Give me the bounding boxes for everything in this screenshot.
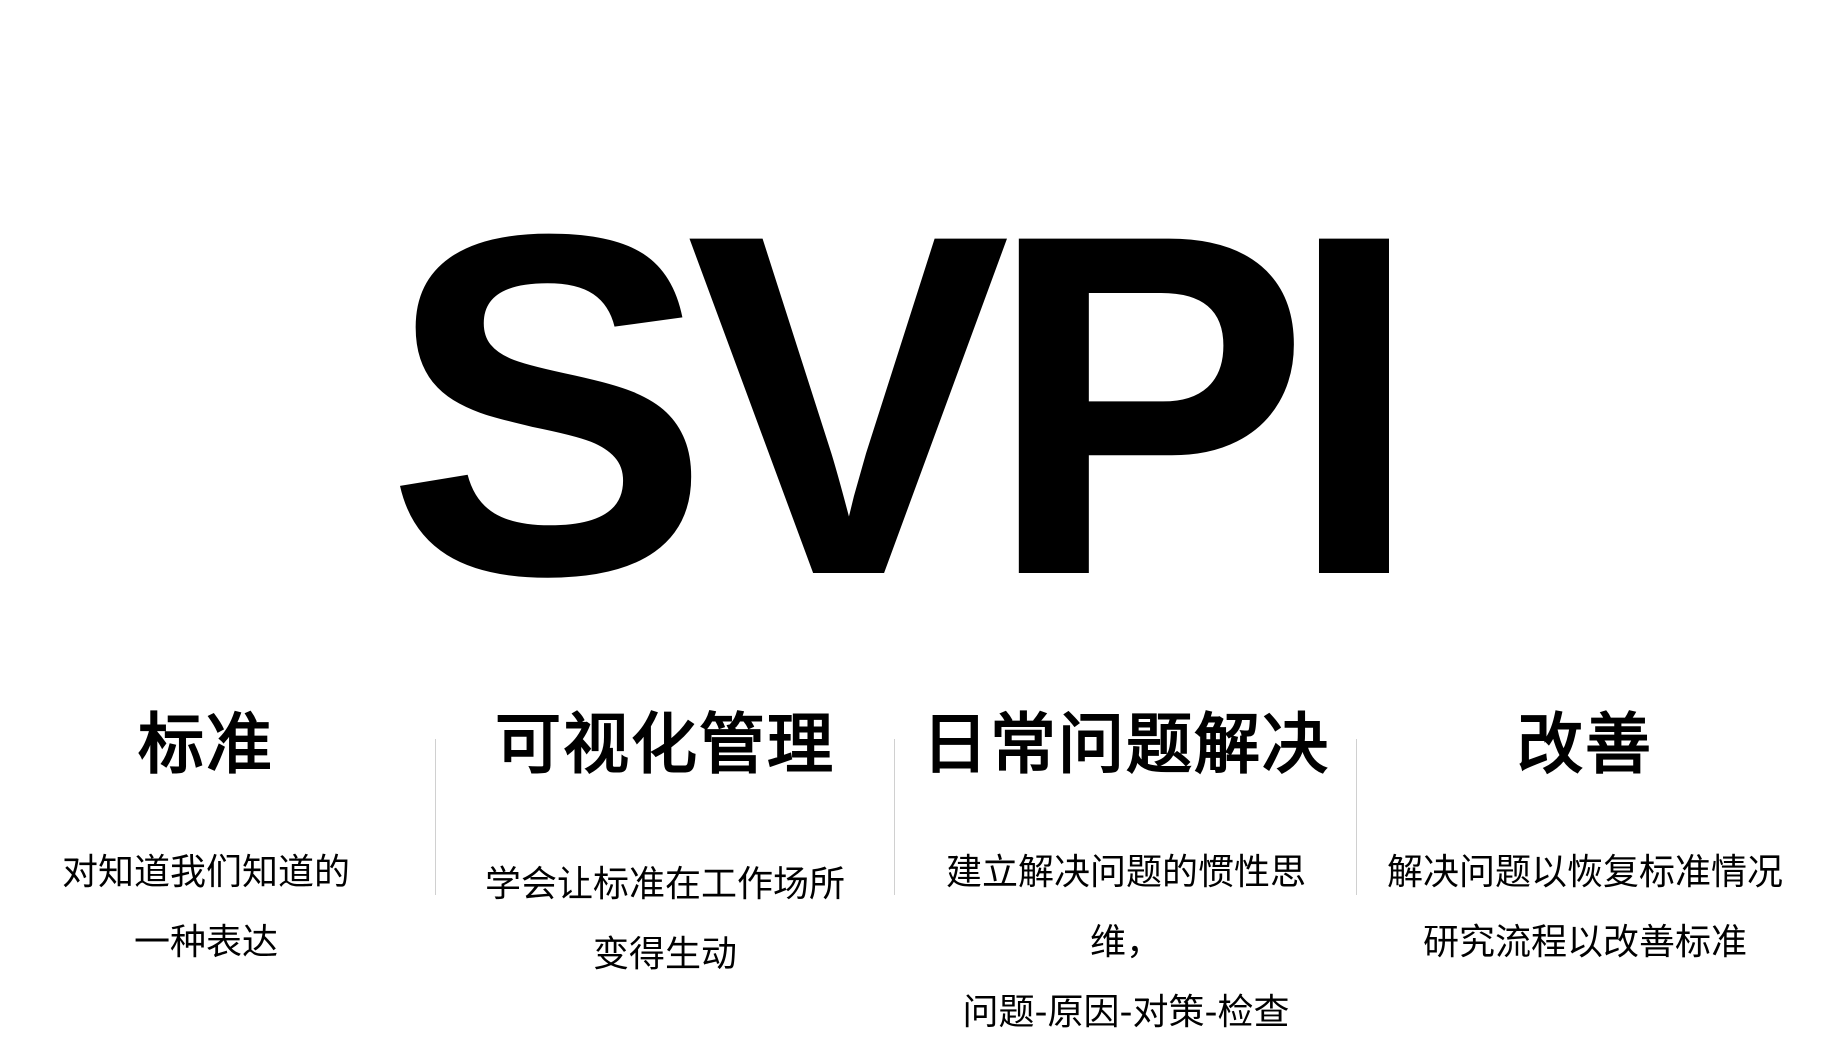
column-desc-line: 一种表达 (133, 922, 278, 963)
column-standard: 标准 对知道我们知道的 一种表达 (0, 700, 416, 978)
divider (894, 739, 895, 895)
column-desc-line: 问题-原因-对策-检查 (962, 992, 1290, 1033)
column-desc-line: 解决问题以恢复标准情况 (1386, 852, 1783, 893)
main-title: SVPI (386, 133, 1422, 676)
divider (1356, 739, 1357, 895)
column-daily-problem-solving: 日常问题解决 建立解决问题的惯性思维， 问题-原因-对策-检查 (916, 700, 1336, 1048)
column-desc-line: 建立解决问题的惯性思维， (945, 852, 1306, 963)
column-improvement: 改善 解决问题以恢复标准情况 研究流程以改善标准 (1375, 700, 1795, 978)
column-desc-line: 学会让标准在工作场所 (484, 864, 845, 905)
column-heading: 改善 (1517, 706, 1653, 783)
column-heading: 日常问题解决 (922, 706, 1330, 783)
column-heading: 标准 (138, 706, 274, 783)
column-desc-line: 变得生动 (592, 934, 737, 975)
column-visual-management: 可视化管理 学会让标准在工作场所 变得生动 (455, 700, 875, 990)
column-desc-line: 研究流程以改善标准 (1422, 922, 1747, 963)
divider (435, 739, 436, 895)
column-desc-line: 对知道我们知道的 (61, 852, 350, 893)
column-heading: 可视化管理 (495, 706, 835, 783)
